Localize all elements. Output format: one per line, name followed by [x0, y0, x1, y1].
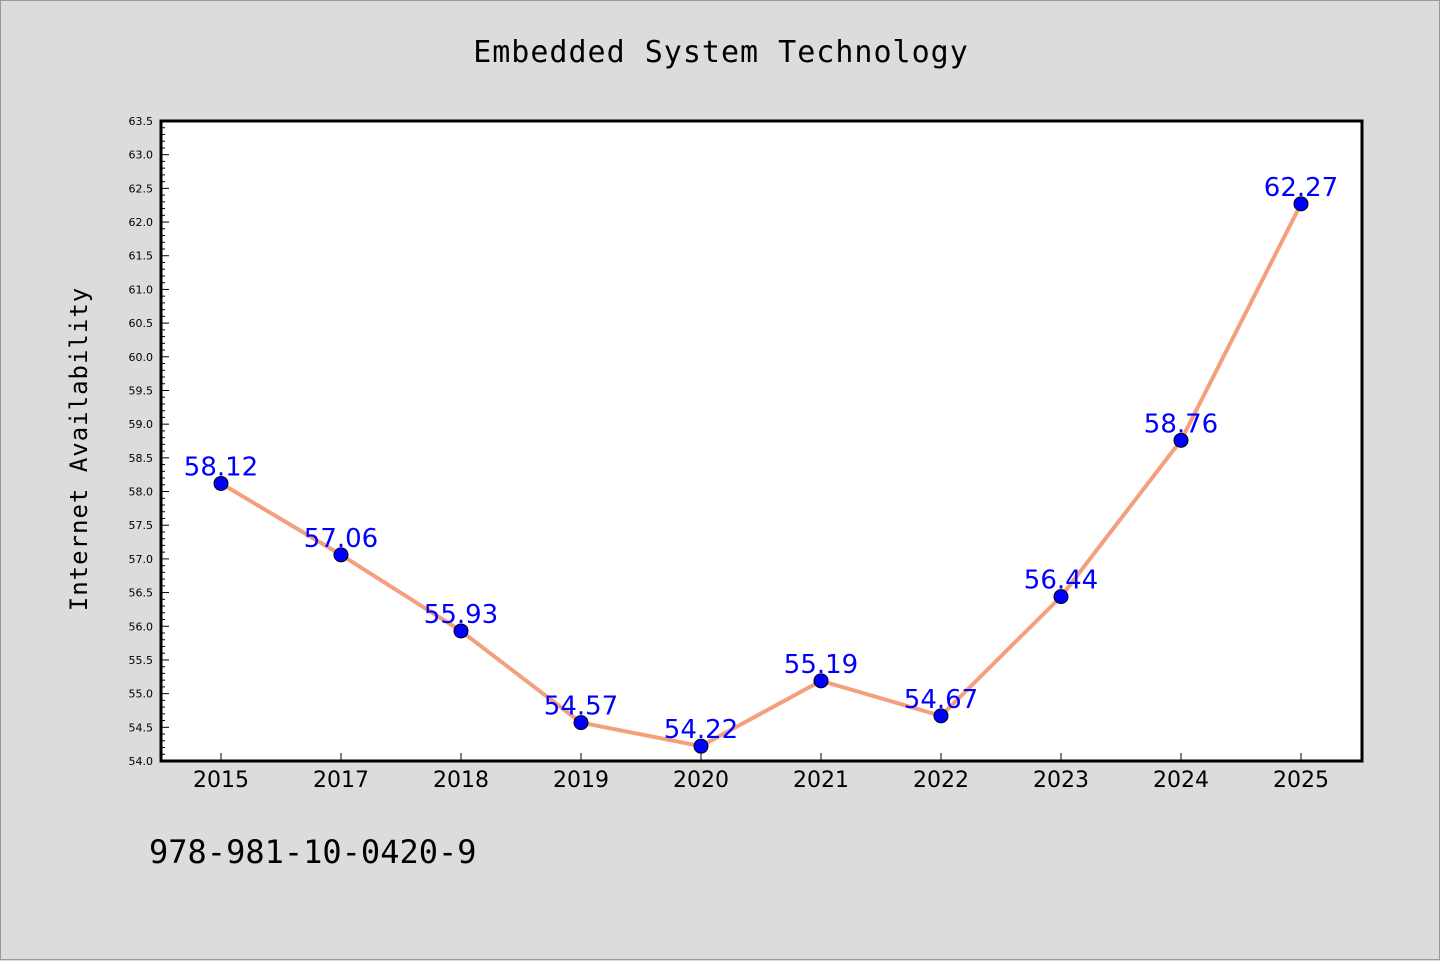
y-tick-label: 63.5: [129, 115, 154, 128]
data-point: [453, 623, 469, 639]
y-tick-label: 54.5: [129, 721, 154, 734]
data-label: 55.93: [424, 600, 498, 630]
data-point: [573, 715, 589, 731]
y-tick-label: 56.5: [129, 587, 154, 600]
x-tick-label: 2025: [1273, 768, 1329, 793]
y-tick-label: 60.5: [129, 317, 154, 330]
data-label: 55.19: [784, 650, 858, 680]
y-tick-label: 62.5: [129, 182, 154, 195]
x-tick-label: 2015: [193, 768, 249, 793]
data-point: [933, 708, 949, 724]
x-tick-label: 2023: [1033, 768, 1089, 793]
x-tick-label: 2024: [1153, 768, 1209, 793]
data-point: [213, 475, 229, 491]
data-point: [1293, 196, 1309, 212]
data-label: 54.57: [544, 692, 618, 722]
data-label: 54.22: [664, 715, 738, 745]
y-tick-label: 61.5: [129, 250, 154, 263]
data-label: 58.12: [184, 452, 258, 482]
y-tick-label: 54.0: [129, 755, 154, 768]
y-tick-label: 58.0: [129, 486, 154, 499]
chart-title: Embedded System Technology: [473, 35, 969, 70]
y-tick-label: 63.0: [129, 149, 154, 162]
x-tick-label: 2020: [673, 768, 729, 793]
y-tick-label: 58.5: [129, 452, 154, 465]
x-tick-label: 2022: [913, 768, 969, 793]
x-tick-label: 2017: [313, 768, 369, 793]
x-tick-label: 2019: [553, 768, 609, 793]
y-tick-label: 56.0: [129, 620, 154, 633]
data-label: 58.76: [1144, 409, 1218, 439]
y-tick-label: 57.0: [129, 553, 154, 566]
y-tick-label: 59.5: [129, 384, 154, 397]
data-label: 57.06: [304, 524, 378, 554]
data-label: 54.67: [904, 685, 978, 715]
isbn-code: 978-981-10-0420-9: [149, 833, 477, 871]
y-tick-label: 57.5: [129, 519, 154, 532]
y-tick-label: 60.0: [129, 351, 154, 364]
y-tick-label: 61.0: [129, 283, 154, 296]
data-point: [1053, 589, 1069, 605]
data-point: [693, 738, 709, 754]
data-point: [333, 547, 349, 563]
data-point: [1173, 432, 1189, 448]
x-tick-label: 2018: [433, 768, 489, 793]
data-label: 62.27: [1264, 173, 1338, 203]
data-label: 56.44: [1024, 566, 1098, 596]
series-line: [219, 201, 1303, 749]
data-point: [813, 673, 829, 689]
y-tick-label: 59.0: [129, 418, 154, 431]
y-tick-label: 55.0: [129, 688, 154, 701]
y-tick-label: 62.0: [129, 216, 154, 229]
plot-area: [159, 119, 1364, 763]
y-tick-label: 55.5: [129, 654, 154, 667]
x-tick-label: 2021: [793, 768, 849, 793]
